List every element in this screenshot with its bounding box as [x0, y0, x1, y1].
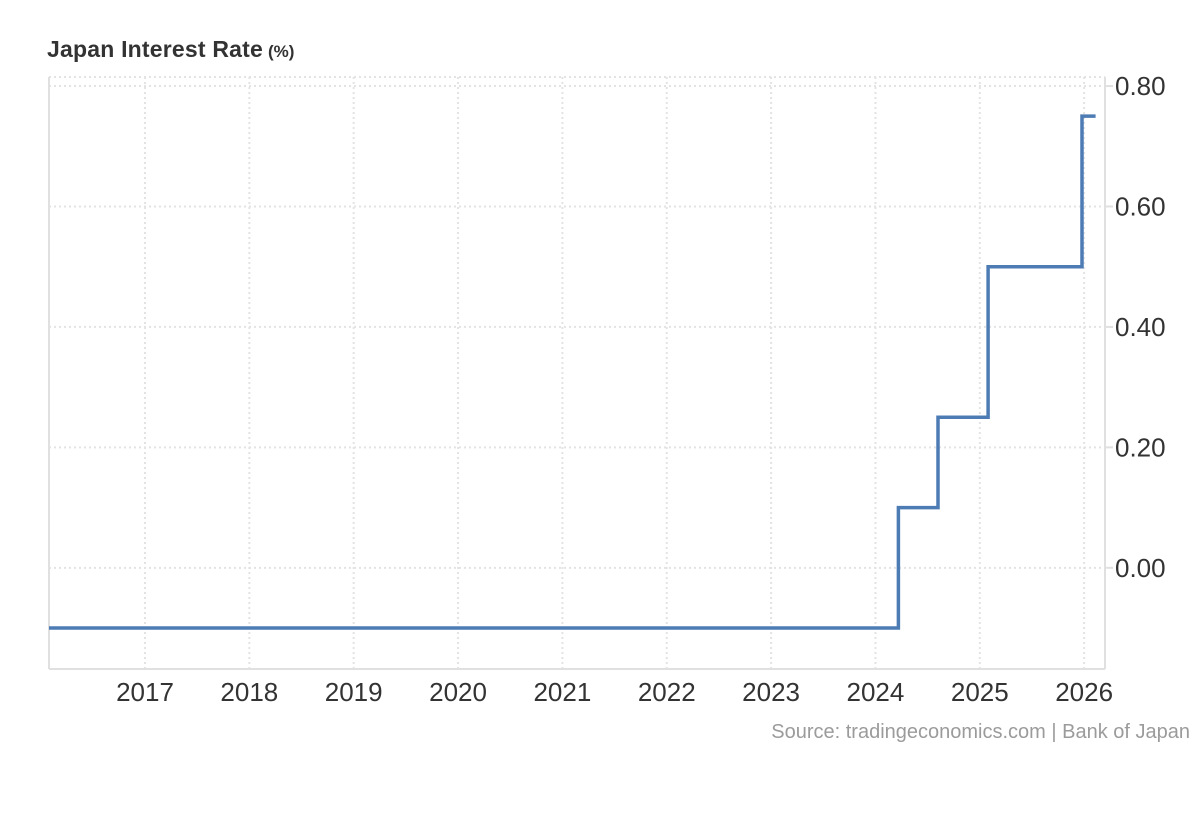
x-axis-label: 2019 [325, 677, 383, 707]
y-axis-label: 0.40 [1115, 312, 1166, 342]
interest-rate-step-line [49, 114, 1096, 630]
x-axis-label: 2022 [638, 677, 696, 707]
x-axis-label: 2021 [533, 677, 591, 707]
y-axis-label: 0.00 [1115, 553, 1166, 583]
y-axis-label: 0.80 [1115, 71, 1166, 101]
chart-title-text: Japan Interest Rate [47, 36, 263, 62]
x-axis-label: 2023 [742, 677, 800, 707]
x-axis-label: 2018 [220, 677, 278, 707]
chart-title-unit: (%) [268, 42, 295, 61]
y-axis-label: 0.20 [1115, 432, 1166, 462]
y-axis-label: 0.60 [1115, 191, 1166, 221]
x-axis-label: 2017 [116, 677, 174, 707]
source-attribution: Source: tradingeconomics.com | Bank of J… [771, 721, 1190, 743]
x-axis-label: 2026 [1055, 677, 1113, 707]
x-axis-label: 2024 [847, 677, 905, 707]
x-axis-label: 2020 [429, 677, 487, 707]
chart-title: Japan Interest Rate (%) [47, 36, 294, 63]
x-axis-label: 2025 [951, 677, 1009, 707]
